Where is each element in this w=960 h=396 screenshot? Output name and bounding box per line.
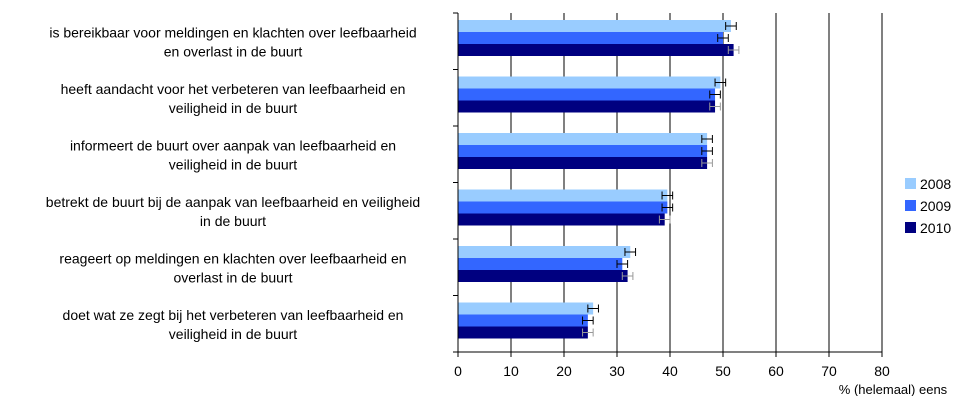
bar <box>458 76 721 89</box>
bar <box>458 88 716 101</box>
bar <box>458 270 628 282</box>
category-label: heeft aandacht voor het verbeteren van l… <box>61 81 406 116</box>
bars <box>458 20 734 339</box>
legend-swatch <box>905 200 916 211</box>
bar <box>458 201 668 214</box>
bar <box>458 133 708 145</box>
axes <box>453 12 883 357</box>
x-tick-label: 80 <box>874 363 890 379</box>
bar <box>458 258 623 270</box>
category-labels: is bereikbaar voor meldingen en klachten… <box>46 24 420 342</box>
x-tick-label: 50 <box>715 363 731 379</box>
bar <box>458 326 588 339</box>
bar <box>458 32 723 44</box>
category-label: informeert de buurt over aanpak van leef… <box>70 137 396 172</box>
legend-label: 2010 <box>920 220 951 236</box>
bar <box>458 20 731 32</box>
bar <box>458 100 716 113</box>
x-tick-label: 10 <box>503 363 519 379</box>
x-tick-label: 60 <box>768 363 784 379</box>
x-tick-label: 30 <box>609 363 625 379</box>
error-bars <box>582 22 740 337</box>
bar <box>458 302 594 315</box>
tick-labels: 0 10 20 30 40 50 60 70 80 <box>454 363 890 379</box>
category-label: is bereikbaar voor meldingen en klachten… <box>49 24 416 59</box>
x-tick-label: 70 <box>821 363 837 379</box>
bar <box>458 145 708 157</box>
bar <box>458 314 588 327</box>
grid-lines <box>510 13 883 352</box>
category-label: doet wat ze zegt bij het verbeteren van … <box>63 307 404 342</box>
bar <box>458 189 668 202</box>
x-tick-label: 0 <box>454 363 462 379</box>
bar <box>458 44 734 56</box>
x-axis-title: % (helemaal) eens <box>839 382 948 396</box>
legend-swatch <box>905 178 916 189</box>
bar <box>458 246 631 258</box>
bar <box>458 157 708 169</box>
x-tick-label: 40 <box>662 363 678 379</box>
legend: 2008 2009 2010 <box>905 176 951 236</box>
bar <box>458 213 665 226</box>
legend-label: 2009 <box>920 198 951 214</box>
category-label: reageert op meldingen en klachten over l… <box>59 250 406 285</box>
legend-label: 2008 <box>920 176 951 192</box>
x-tick-label: 20 <box>556 363 572 379</box>
category-label: betrekt de buurt bij de aanpak van leefb… <box>46 194 420 229</box>
legend-swatch <box>905 222 916 233</box>
